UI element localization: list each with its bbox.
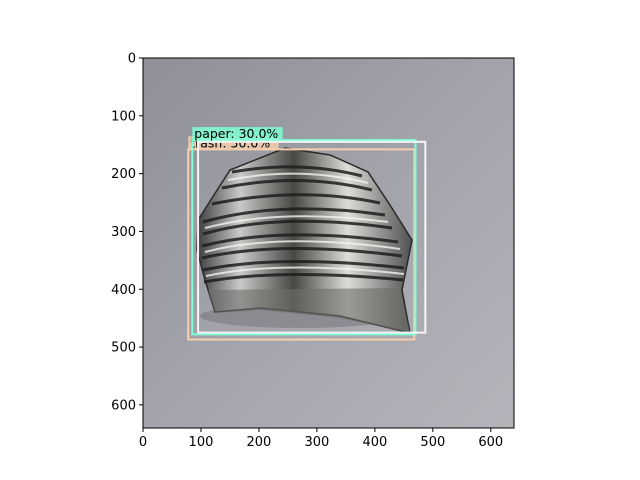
y-tick-label: 100 (111, 109, 136, 124)
x-tick-label: 600 (478, 435, 503, 450)
y-tick-label: 200 (111, 167, 136, 182)
x-tick-label: 500 (420, 435, 445, 450)
y-tick-label: 600 (111, 398, 136, 413)
detection-box (187, 148, 416, 341)
x-tick-label: 100 (189, 435, 214, 450)
detection-label-background (192, 127, 283, 142)
crushed-can-icon (196, 147, 413, 335)
detection-box (197, 140, 427, 334)
detection-label: paper: 30.0% (192, 126, 283, 142)
x-tick-label: 400 (362, 435, 387, 450)
axis-ticks: 0 100 200 300 400 500 600 0 100 200 300 400 500 600 (111, 52, 503, 451)
x-tick-label: 300 (304, 435, 329, 450)
detections-layer: trash: 50.0%paper: 30.0% (187, 126, 427, 341)
x-tick-label: 0 (139, 435, 147, 450)
axes-frame (142, 57, 515, 429)
y-tick-label: 300 (111, 225, 136, 240)
photo: trash: 50.0%paper: 30.0% (143, 58, 514, 428)
y-tick-label: 500 (111, 341, 136, 356)
y-tick-label: 0 (128, 52, 136, 67)
detection-label-text: paper: 30.0% (194, 126, 278, 141)
y-tick-label: 400 (111, 283, 136, 298)
detection-box (191, 139, 417, 336)
x-tick-label: 200 (247, 435, 272, 450)
